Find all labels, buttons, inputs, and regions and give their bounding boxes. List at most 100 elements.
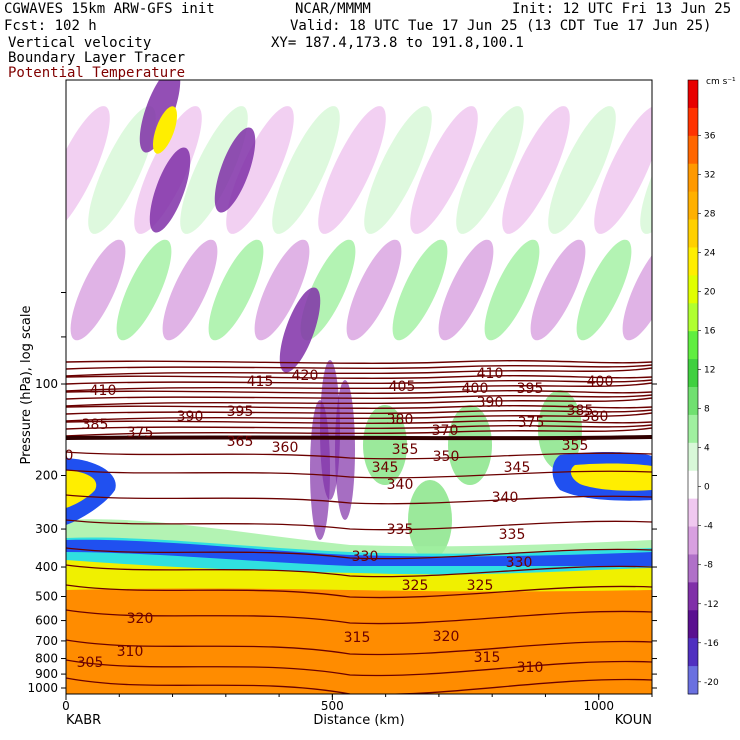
w-blob [66, 106, 110, 234]
isentrope [66, 659, 652, 677]
theta-label: 335 [387, 522, 414, 538]
theta-label: 360 [272, 440, 299, 456]
left-endpoint-label: KABR [66, 713, 101, 728]
colorbar-label: 4 [704, 444, 710, 454]
colorbar-swatch [688, 638, 698, 667]
colorbar-swatch [688, 387, 698, 416]
colorbar-swatch [688, 359, 698, 388]
isentrope [66, 451, 652, 460]
w-blob-strong [279, 287, 321, 373]
colorbar-swatch [688, 219, 698, 248]
isentrope [66, 469, 652, 479]
theta-label: 380 [387, 412, 414, 428]
isentrope [66, 375, 652, 379]
theta-label: 420 [292, 368, 319, 384]
theta-label: 380 [582, 409, 609, 425]
theta-label: 350 [433, 449, 460, 465]
y-tick-label: 300 [35, 522, 58, 536]
plot-frame [65, 79, 653, 695]
colorbar-swatch [688, 107, 698, 137]
w-blob-strong [139, 80, 181, 153]
theta-label: 355 [392, 442, 419, 458]
w-max [152, 106, 178, 154]
colorbar-label: 16 [704, 327, 716, 337]
colorbar-label: 24 [704, 249, 716, 259]
colorbar-label: -12 [704, 600, 719, 610]
w-blob [484, 239, 540, 341]
colorbar-label: -16 [704, 639, 719, 649]
forecast-hour: Fcst: 102 h [4, 19, 97, 34]
theta-label: 310 [517, 660, 544, 676]
isentrope [66, 394, 652, 400]
theta-label: 385 [82, 417, 109, 433]
theta-label: 345 [504, 460, 531, 476]
colorbar-label: -4 [704, 522, 713, 532]
colorbar-label: 8 [704, 405, 710, 415]
w-blob [576, 239, 632, 341]
theta-label: 315 [474, 650, 501, 666]
theta-label: 355 [562, 438, 589, 454]
w-blob [502, 106, 570, 234]
theta-label: 375 [127, 425, 154, 441]
w-blob [162, 239, 218, 341]
w-column [320, 360, 340, 500]
x-axis-title: Distance (km) [313, 713, 404, 728]
w-blob [622, 239, 652, 341]
tropopause-isentrope [66, 435, 652, 441]
isentrope [66, 424, 652, 430]
colorbar-swatch [688, 80, 698, 109]
colorbar-swatch [688, 442, 698, 472]
colorbar-swatch [688, 526, 698, 555]
y-axis-title: Pressure (hPa), log scale [19, 306, 34, 465]
bl-tracer-left-lobe-core [66, 470, 97, 508]
colorbar-swatch [688, 247, 698, 276]
isentrope [66, 519, 652, 531]
colorbar-swatch [688, 331, 698, 360]
x-tick-label: 0 [62, 699, 70, 713]
isentrope [66, 547, 652, 560]
theta-label: 395 [227, 404, 254, 420]
isentrope [66, 390, 652, 394]
theta-label: 370 [432, 423, 459, 439]
w-blob [226, 106, 294, 234]
colorbar-label: 12 [704, 366, 715, 376]
theta-label: 385 [567, 403, 594, 419]
x-tick-label: 1000 [583, 699, 614, 713]
isentrope [66, 405, 652, 409]
valid-time: Valid: 18 UTC Tue 17 Jun 25 (13 CDT Tue … [290, 18, 712, 34]
isentrope [66, 677, 652, 694]
potential-temperature-contours [66, 360, 652, 694]
w-blob [272, 106, 340, 234]
w-blob [438, 239, 494, 341]
w-blob [70, 239, 126, 341]
theta-label: 390 [177, 409, 204, 425]
w-updraft [448, 405, 492, 485]
w-blob [208, 239, 264, 341]
w-blob [410, 106, 478, 234]
w-blob [392, 239, 448, 341]
vertical-velocity-waves [66, 80, 652, 560]
colorbar-swatch [688, 470, 698, 500]
isentrope [66, 367, 652, 377]
isentrope [66, 379, 652, 385]
w-blob [548, 106, 616, 234]
isentrope [66, 412, 652, 422]
isentrope [66, 584, 652, 599]
colorbar-label: 32 [704, 171, 715, 181]
y-tick-label: 200 [35, 469, 58, 483]
isentrope [66, 564, 652, 578]
colorbar-swatch [688, 554, 698, 583]
colorbar-swatch [688, 275, 698, 304]
y-tick-label: 400 [35, 560, 58, 574]
bl-tracer-right-lobe-core [570, 463, 652, 491]
colorbar-swatch [688, 582, 698, 611]
theta-label: 365 [227, 434, 254, 450]
theta-label: 410 [477, 366, 504, 382]
x-axis: 0 500 1000 [62, 694, 653, 713]
w-updraft [538, 390, 582, 470]
theta-label: 320 [433, 629, 460, 645]
y-tick-label: 800 [35, 652, 58, 666]
y-tick-label: 600 [35, 614, 58, 628]
